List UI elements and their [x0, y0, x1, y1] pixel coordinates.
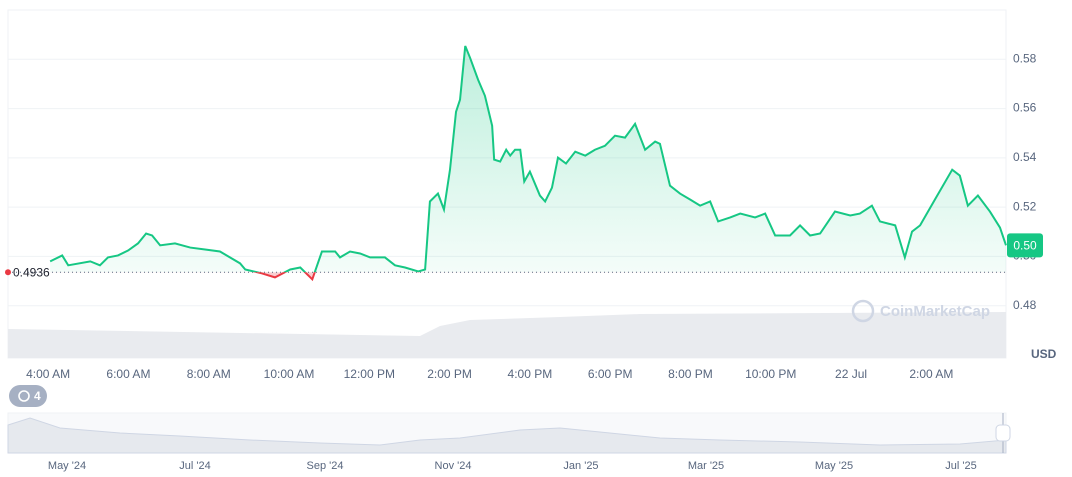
x-tick-label: 6:00 PM: [588, 367, 633, 381]
navigator-label: Sep '24: [307, 460, 344, 472]
current-price-label: 0.50: [1013, 239, 1037, 253]
watermark-text: CoinMarketCap: [880, 303, 990, 320]
plot: 0.48 0.50 0.52 0.54 0.56 0.58 4:00 AM 6:00 AM 8:…: [5, 45, 1043, 381]
y-tick-label: 0.54: [1013, 150, 1037, 164]
y-tick-label: 0.48: [1013, 298, 1037, 312]
badge-count: 4: [34, 389, 41, 403]
x-tick-label: 2:00 PM: [427, 367, 472, 381]
baseline-marker: [5, 269, 11, 276]
area-below: [256, 272, 315, 280]
watermark: CoinMarketCap: [851, 299, 990, 323]
y-tick-label: 0.58: [1013, 51, 1037, 65]
navigator-label: Nov '24: [435, 460, 472, 472]
y-tick-label: 0.56: [1013, 101, 1037, 115]
y-axis-unit: USD: [1031, 347, 1057, 361]
navigator-label: Mar '25: [688, 460, 724, 472]
x-tick-label: 8:00 AM: [187, 367, 231, 381]
y-tick-label: 0.52: [1013, 199, 1037, 213]
navigator-label: Jul '24: [179, 460, 210, 472]
x-tick-label: 10:00 AM: [264, 367, 315, 381]
volume-area: [8, 312, 1006, 358]
navigator[interactable]: [7, 412, 1011, 454]
x-tick-label: 8:00 PM: [668, 367, 713, 381]
navigator-label: May '24: [48, 460, 86, 472]
x-tick-label: 2:00 AM: [909, 367, 953, 381]
x-tick-label: 12:00 PM: [344, 367, 395, 381]
navigator-label: May '25: [815, 460, 853, 472]
baseline-label: 0.4936: [13, 265, 50, 279]
history-badge[interactable]: 4: [9, 385, 47, 407]
x-tick-label: 6:00 AM: [106, 367, 150, 381]
x-tick-label: 4:00 AM: [26, 367, 70, 381]
price-line: [49, 45, 1007, 273]
current-price-box: [1007, 233, 1043, 258]
navigator-labels: May '24 Jul '24 Sep '24 Nov '24 Jan '25 Mar '…: [48, 460, 977, 472]
x-tick-label: 22 Jul: [835, 367, 867, 381]
area-above: [50, 45, 1006, 273]
x-tick-label: 4:00 PM: [508, 367, 553, 381]
navigator-label: Jul '25: [945, 460, 976, 472]
navigator-label: Jan '25: [563, 460, 598, 472]
x-tick-label: 10:00 PM: [745, 367, 796, 381]
